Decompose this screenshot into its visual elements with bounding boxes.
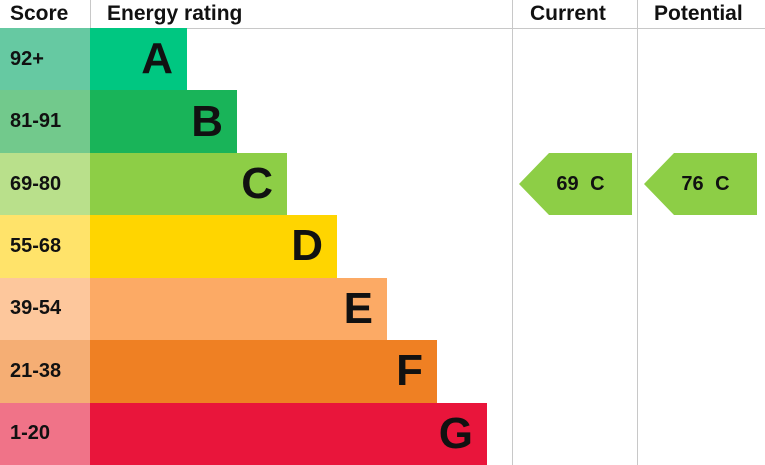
divider	[637, 0, 638, 465]
band-bar-d: D	[90, 215, 337, 278]
energy-rating-header: Energy rating	[107, 2, 243, 25]
divider	[512, 0, 513, 465]
score-range-b: 81-91	[0, 90, 90, 153]
band-bar-f: F	[90, 340, 437, 403]
band-bar-a: A	[90, 28, 187, 91]
current-header: Current	[530, 2, 606, 25]
band-bar-c: C	[90, 152, 287, 216]
potential-rating-label: 76 C	[681, 172, 730, 195]
score-range-f: 21-38	[0, 340, 90, 403]
score-range-g: 1-20	[0, 402, 90, 465]
potential-rating-arrow: 76 C	[644, 153, 757, 216]
current-rating-arrow: 69 C	[519, 153, 632, 216]
score-range-c: 69-80	[0, 152, 90, 216]
potential-header: Potential	[654, 2, 743, 25]
score-range-e: 39-54	[0, 277, 90, 341]
score-range-d: 55-68	[0, 215, 90, 278]
band-bar-e: E	[90, 277, 387, 341]
band-bar-g: G	[90, 402, 487, 465]
current-rating-label: 69 C	[556, 172, 605, 195]
score-range-a: 92+	[0, 28, 90, 91]
divider	[0, 28, 765, 29]
divider	[90, 0, 91, 28]
band-bar-b: B	[90, 90, 237, 153]
score-header: Score	[10, 2, 69, 25]
